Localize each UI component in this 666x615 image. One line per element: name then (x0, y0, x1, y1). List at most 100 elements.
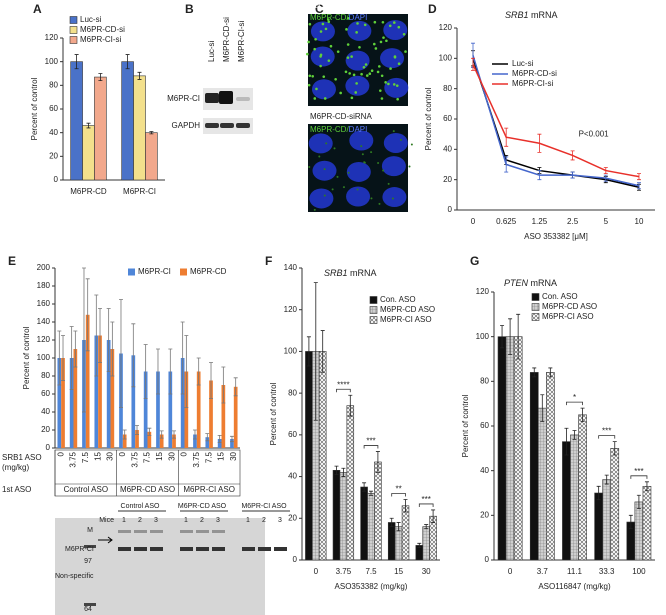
stain-dot (333, 147, 336, 150)
stain-dot (408, 165, 411, 168)
stain-dot (319, 64, 322, 68)
category-group-title: 1st ASO (2, 485, 31, 494)
y-tick-label: 80 (41, 371, 50, 380)
nucleus (309, 188, 334, 209)
stain-dot (347, 17, 350, 20)
bar (318, 351, 327, 561)
legend-label: Con. ASO (380, 295, 416, 304)
nucleus (346, 161, 371, 182)
panel-letter: E (8, 254, 16, 268)
bar (106, 340, 111, 448)
bar (332, 470, 341, 561)
y-tick-label: 0 (485, 555, 490, 564)
error-bar (149, 131, 154, 135)
bar (529, 372, 539, 561)
bar (61, 358, 65, 448)
significance-label: * (573, 393, 576, 402)
error-bar (98, 73, 103, 81)
y-axis-label: Percent of control (30, 77, 39, 140)
stain-dot (327, 20, 331, 24)
x-tick-label: 7.5 (143, 451, 152, 463)
x-tick-label: 15 (93, 451, 102, 460)
error-bar (431, 509, 436, 523)
y-tick-label: 40 (49, 128, 58, 137)
stain-dot (319, 53, 323, 57)
bar (209, 380, 213, 448)
y-tick-label: 100 (476, 332, 490, 341)
stain-dot (392, 130, 395, 133)
bar (602, 479, 612, 561)
legend-swatch (69, 36, 78, 44)
gel-marker-size: 97 (84, 558, 92, 565)
bar (634, 501, 644, 561)
stain-dot (360, 72, 363, 76)
bar (513, 336, 523, 561)
error-bar (537, 170, 542, 181)
bar (230, 439, 234, 448)
stain-dot (389, 67, 392, 70)
bar (121, 61, 134, 181)
gel-band (118, 530, 131, 533)
x-axis-label: ASO116847 (mg/kg) (538, 582, 611, 591)
error-bar (348, 394, 353, 417)
stain-dot (361, 153, 364, 156)
legend-label: M6PR-CD-si (80, 25, 125, 34)
x-tick-label: 7.5 (204, 451, 213, 463)
stain-dot (315, 87, 318, 91)
stain-label: M6PR-CD/DAPI (310, 13, 367, 22)
bar (94, 335, 99, 448)
x-tick-label: 3.75 (130, 451, 139, 467)
error-bar (537, 133, 542, 153)
stain-dot (410, 143, 413, 146)
bar (346, 405, 355, 561)
nucleus (383, 132, 408, 153)
blot-band (219, 91, 233, 104)
bar (110, 349, 115, 448)
stain-dot (381, 20, 385, 24)
stain-dot (376, 70, 380, 74)
significance-bracket (336, 388, 351, 393)
blot-band (205, 123, 219, 128)
blot-band (205, 93, 219, 103)
significance-label: **** (337, 380, 349, 389)
gel-marker-size: 64 (84, 606, 92, 613)
legend-swatch (369, 306, 378, 314)
stain-dot (322, 75, 326, 78)
error-bar (403, 499, 408, 513)
stain-dot (346, 43, 350, 46)
gel-band (118, 547, 131, 551)
y-tick-label: 120 (476, 287, 490, 296)
stain-dot (326, 18, 330, 21)
legend-swatch (531, 293, 540, 301)
gel-lane-label: 3 (278, 517, 282, 524)
error-bar (143, 344, 148, 399)
y-tick-label: 80 (49, 80, 58, 89)
x-tick-label: 0 (56, 451, 65, 456)
nucleus (381, 156, 406, 177)
gel-band (196, 547, 209, 551)
legend-label: Luc-si (80, 15, 102, 24)
error-bar (603, 167, 608, 174)
stain-dot (307, 83, 311, 87)
bar (401, 505, 410, 561)
bar (537, 407, 547, 561)
error-bar (135, 425, 140, 435)
bar (217, 439, 222, 448)
significance-label: *** (366, 437, 375, 446)
bar (184, 371, 189, 448)
gel-group-label: Control ASO (121, 503, 160, 510)
stain-dot (372, 42, 376, 46)
y-tick-label: 80 (480, 376, 489, 385)
error-bar (159, 430, 164, 439)
gel-lane-label: 3 (216, 517, 220, 524)
gel-band (196, 530, 209, 533)
gel-band-label: Non-specific (55, 573, 94, 580)
bar (233, 386, 238, 448)
legend-label: M6PR-CD ASO (542, 302, 597, 311)
legend-swatch (69, 16, 78, 24)
x-tick-label: 3.75 (69, 451, 78, 467)
bar (193, 434, 197, 448)
stain-dot (378, 202, 381, 205)
bar (394, 526, 403, 561)
gel-lane-label: 2 (138, 517, 142, 524)
